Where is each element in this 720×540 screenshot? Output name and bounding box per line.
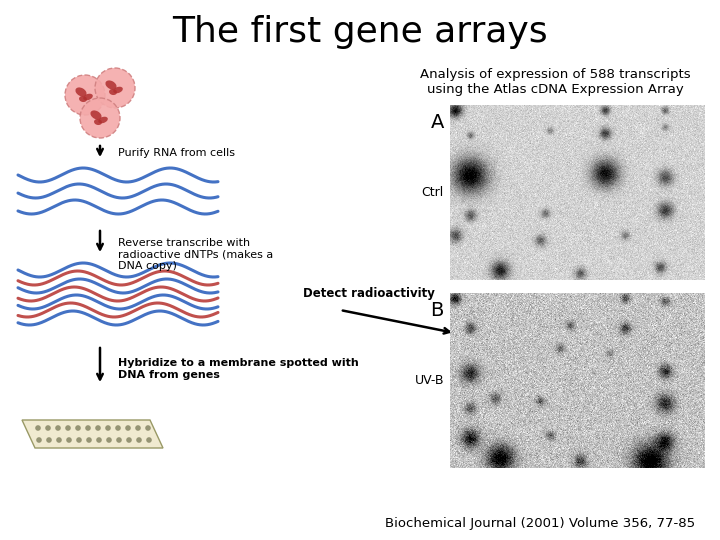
Circle shape [126,437,132,443]
Circle shape [46,437,52,443]
Ellipse shape [109,89,117,95]
Text: B: B [431,301,444,320]
Circle shape [66,425,71,431]
Ellipse shape [84,94,93,100]
Text: Ctrl: Ctrl [422,186,444,199]
Circle shape [35,425,41,431]
Circle shape [136,437,142,443]
Text: Biochemical Journal (2001) Volume 356, 77-85: Biochemical Journal (2001) Volume 356, 7… [385,517,695,530]
Circle shape [96,437,102,443]
Circle shape [36,437,42,443]
Circle shape [125,425,131,431]
Circle shape [107,437,112,443]
Text: The first gene arrays: The first gene arrays [172,15,548,49]
Text: UV-B: UV-B [415,374,444,387]
Circle shape [145,425,150,431]
Circle shape [95,425,101,431]
Ellipse shape [91,110,102,119]
Text: Purify RNA from cells: Purify RNA from cells [118,148,235,158]
Circle shape [45,425,51,431]
Circle shape [146,437,152,443]
Ellipse shape [105,80,117,90]
Circle shape [55,425,60,431]
Ellipse shape [76,87,86,97]
Text: Hybridize to a membrane spotted with
DNA from genes: Hybridize to a membrane spotted with DNA… [118,358,359,380]
Circle shape [66,437,72,443]
Ellipse shape [94,119,102,125]
Text: Analysis of expression of 588 transcripts
using the Atlas cDNA Expression Array: Analysis of expression of 588 transcript… [420,68,690,96]
Circle shape [75,425,81,431]
Circle shape [85,425,91,431]
Circle shape [135,425,141,431]
Circle shape [95,68,135,108]
Text: Detect radioactivity: Detect radioactivity [303,287,435,300]
Circle shape [76,437,82,443]
Circle shape [65,75,105,115]
Circle shape [80,98,120,138]
Circle shape [115,425,121,431]
Ellipse shape [113,87,123,93]
Circle shape [116,437,122,443]
Text: Reverse transcribe with
radioactive dNTPs (makes a
DNA copy): Reverse transcribe with radioactive dNTP… [118,238,274,271]
Circle shape [86,437,92,443]
Polygon shape [22,420,163,448]
Text: A: A [431,113,444,132]
Ellipse shape [98,117,108,123]
Ellipse shape [79,96,87,102]
Circle shape [56,437,62,443]
Circle shape [105,425,111,431]
